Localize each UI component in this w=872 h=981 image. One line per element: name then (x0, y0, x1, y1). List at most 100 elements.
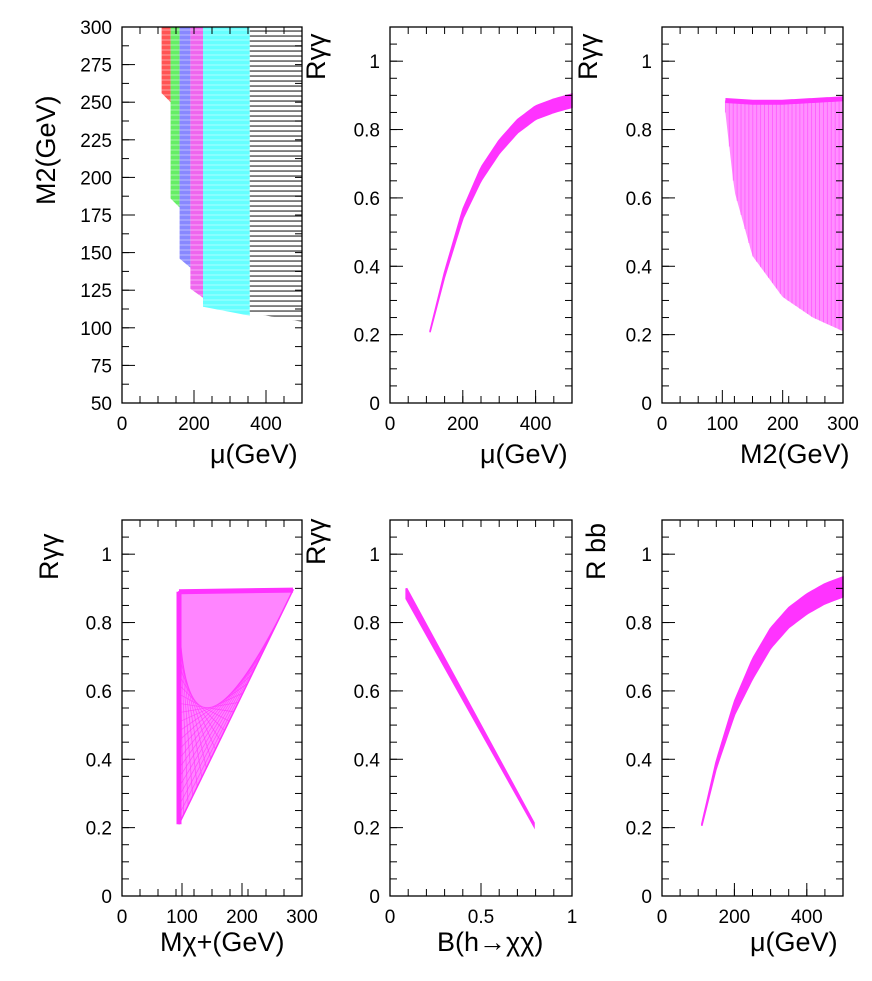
y-tick-label: 0 (641, 887, 652, 908)
x-tick-label: 300 (827, 414, 859, 435)
x-tick-label: 0 (657, 907, 668, 928)
y-tick-label: 0 (369, 887, 380, 908)
p2-axes: 0 200 400 0 0.2 0.4 0.6 0.8 1 (354, 26, 573, 435)
p3-region (724, 96, 844, 332)
y-tick-label: 50 (91, 394, 112, 415)
upper-edge (725, 96, 844, 105)
y-tick-label: 0.8 (354, 614, 380, 635)
p4-xlabel: Mχ+(GeV) (160, 927, 284, 957)
y-tick-label: 75 (91, 356, 112, 377)
panel-5: 0 0.5 1 0 0.2 0.4 0.6 0.8 1 B(h→χχ) Rγγ (301, 518, 577, 957)
panel-4: 0 100 200 300 0 0.2 0.4 0.6 0.8 1 Mχ+(GeV) Rγγ (34, 519, 318, 957)
y-tick-label: 300 (80, 18, 112, 39)
y-tick-label: 0.6 (626, 682, 652, 703)
plot-frame (389, 519, 573, 897)
p6-xlabel: μ(GeV) (750, 927, 838, 957)
plot-frame (389, 26, 573, 404)
y-tick-label: 0.4 (626, 257, 653, 278)
y-tick-label: 1 (369, 545, 380, 566)
band-green (170, 27, 180, 208)
y-tick-label: 250 (80, 93, 112, 114)
x-tick-label: 0.5 (468, 907, 494, 928)
y-tick-label: 0.2 (626, 326, 652, 347)
y-tick-label: 0.4 (354, 750, 381, 771)
allowed-region (178, 589, 295, 825)
x-tick-label: 200 (178, 414, 210, 435)
y-tick-label: 0.2 (354, 326, 380, 347)
x-tick-label: 0 (117, 414, 128, 435)
p6-band (701, 575, 844, 826)
y-tick-label: 225 (80, 131, 112, 152)
x-tick-label: 1 (567, 907, 578, 928)
scan-line (178, 684, 225, 731)
p2-band (429, 93, 573, 333)
y-tick-label: 0 (641, 394, 652, 415)
p3-xlabel: M2(GeV) (740, 439, 850, 469)
x-tick-label: 200 (719, 907, 751, 928)
scan-line (178, 617, 280, 797)
y-tick-label: 0.2 (626, 819, 652, 840)
panel-1: 0 200 400 50 75 100 125 150 175 200 225 250 275 300 μ… (31, 18, 303, 469)
y-tick-label: 0.4 (86, 750, 113, 771)
scan-line (178, 638, 203, 778)
band-black (249, 27, 302, 322)
upper-edge (178, 587, 294, 595)
p4-axes: 0 100 200 300 0 0.2 0.4 0.6 0.8 1 (86, 519, 318, 928)
y-tick-label: 0.4 (354, 257, 381, 278)
p3-ylabel: Rγγ (573, 33, 603, 80)
band-red (161, 27, 171, 103)
y-tick-label: 0 (101, 887, 112, 908)
y-tick-label: 175 (80, 206, 112, 227)
scan-line (178, 608, 285, 806)
band-cyan (203, 27, 250, 316)
y-tick-label: 0.2 (86, 819, 112, 840)
scan-line (178, 675, 221, 741)
data-band (429, 93, 573, 333)
y-tick-label: 0 (369, 394, 380, 415)
scan-line (178, 599, 289, 816)
y-tick-label: 0.8 (626, 614, 652, 635)
scan-line (178, 666, 216, 750)
x-tick-label: 400 (791, 907, 823, 928)
x-tick-label: 0 (117, 907, 128, 928)
p2-ylabel: Rγγ (301, 33, 331, 80)
plot-frame (661, 519, 844, 897)
p5-axes: 0 0.5 1 0 0.2 0.4 0.6 0.8 1 (354, 519, 578, 928)
y-tick-label: 0.6 (626, 189, 652, 210)
y-tick-label: 0.8 (86, 614, 112, 635)
x-tick-label: 0 (385, 907, 396, 928)
y-tick-label: 1 (101, 545, 112, 566)
y-tick-label: 1 (641, 52, 652, 73)
p1-axes: 0 200 400 50 75 100 125 150 175 200 225 250 275 300 (80, 18, 303, 435)
p4-ylabel: Rγγ (34, 533, 64, 580)
y-tick-label: 0.6 (354, 682, 380, 703)
y-tick-label: 0.4 (626, 750, 653, 771)
y-tick-label: 100 (80, 319, 112, 340)
p2-xlabel: μ(GeV) (480, 439, 568, 469)
p5-band (405, 587, 535, 830)
x-tick-label: 0 (657, 414, 668, 435)
x-tick-label: 0 (385, 414, 396, 435)
y-tick-label: 150 (80, 244, 112, 265)
x-tick-label: 200 (226, 907, 258, 928)
y-tick-label: 1 (369, 52, 380, 73)
x-tick-label: 200 (767, 414, 799, 435)
y-tick-label: 0.2 (354, 819, 380, 840)
scan-line (178, 647, 207, 769)
p1-bands (161, 27, 302, 322)
y-tick-label: 125 (80, 281, 112, 302)
band-violet (190, 27, 203, 298)
y-tick-label: 0.6 (354, 189, 380, 210)
p3-axes: 0 100 200 300 0 0.2 0.4 0.6 0.8 1 (626, 26, 859, 435)
y-tick-label: 1 (641, 545, 652, 566)
data-band (701, 575, 844, 826)
x-tick-label: 400 (520, 414, 552, 435)
band-blue (179, 27, 191, 268)
x-tick-label: 100 (706, 414, 738, 435)
x-tick-label: 300 (286, 907, 318, 928)
p5-xlabel: B(h→χχ) (437, 927, 543, 957)
scan-line (178, 656, 212, 759)
panel-3: 0 100 200 300 0 0.2 0.4 0.6 0.8 1 M2(GeV) Rγγ (573, 26, 859, 469)
data-band (405, 587, 535, 830)
